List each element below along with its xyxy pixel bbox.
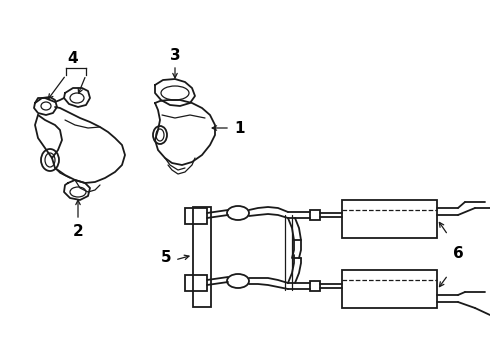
Bar: [185, 208, 207, 224]
Text: 2: 2: [73, 225, 83, 239]
Bar: [342, 270, 437, 308]
Bar: [185, 275, 207, 291]
Text: 1: 1: [235, 121, 245, 135]
Bar: [342, 200, 437, 238]
Text: 6: 6: [453, 247, 464, 261]
Bar: [310, 281, 320, 291]
Bar: [310, 210, 320, 220]
Ellipse shape: [227, 206, 249, 220]
Bar: [193, 207, 211, 307]
Text: 4: 4: [68, 50, 78, 66]
Ellipse shape: [227, 274, 249, 288]
Text: 3: 3: [170, 48, 180, 63]
Text: 5: 5: [161, 251, 171, 266]
